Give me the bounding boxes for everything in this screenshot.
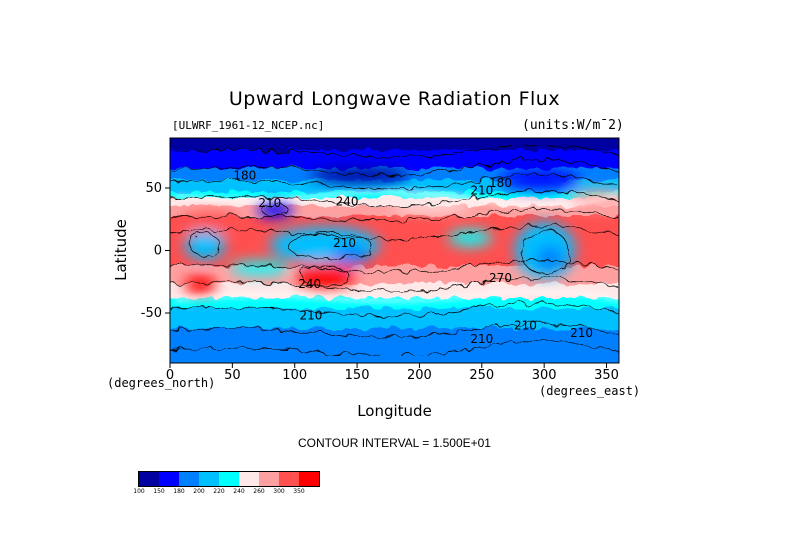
x-tick-label: 150 xyxy=(345,368,370,383)
colorbar xyxy=(138,471,320,487)
cold-region-siberia xyxy=(310,167,410,183)
contour-line-11 xyxy=(170,340,619,357)
colorbar-swatch xyxy=(139,472,159,486)
white-front-north xyxy=(174,189,619,208)
contour-ring-amazon xyxy=(520,229,570,275)
colorbar-tick-label: 100 xyxy=(133,488,145,495)
contour-value-label: 240 xyxy=(336,195,359,209)
contour-interval-text: CONTOUR INTERVAL = 1.500E+01 xyxy=(298,436,491,450)
cold-region-indian xyxy=(230,261,290,275)
colorbar-tick-label: 200 xyxy=(193,488,205,495)
contour-line-9 xyxy=(170,302,619,317)
contour-line-5 xyxy=(170,208,619,222)
contour-line-10 xyxy=(170,323,619,338)
cold-region-warmpool-core xyxy=(332,245,368,265)
x-axis-unit: (degrees_east) xyxy=(539,384,641,398)
cold-region-amazon-core xyxy=(536,246,564,270)
colorbar-swatch xyxy=(219,472,239,486)
contour-value-label: 210 xyxy=(470,332,493,346)
colorbar-tick-label: 180 xyxy=(173,488,185,495)
contour-ring-africa xyxy=(189,233,221,257)
colorbar-tick-label: 260 xyxy=(253,488,265,495)
contour-value-label: 240 xyxy=(298,277,321,291)
band-midlat-north-c xyxy=(170,192,619,200)
x-tick-label: 350 xyxy=(594,368,619,383)
contour-line-3 xyxy=(170,174,619,190)
colorbar-swatch xyxy=(259,472,279,486)
y-tick-label: -50 xyxy=(141,306,162,321)
contour-ring-australia xyxy=(300,265,350,287)
x-axis: 0 50 100 150 200 250 300 350 xyxy=(166,363,619,383)
contour-value-label: 180 xyxy=(233,168,256,182)
colorbar-swatch xyxy=(159,472,179,486)
band-midlat-south-a xyxy=(170,298,619,310)
y-axis-label: Latitude xyxy=(112,219,130,281)
contour-value-label: 210 xyxy=(470,183,493,197)
colorbar-swatch xyxy=(179,472,199,486)
colorbar-tick-label: 150 xyxy=(153,488,165,495)
contour-value-label: 270 xyxy=(489,271,512,285)
colorbar-swatch xyxy=(299,472,319,486)
band-polar-north xyxy=(170,138,619,152)
contour-value-label: 210 xyxy=(258,196,281,210)
x-tick-label: 250 xyxy=(469,368,494,383)
cold-region-africa xyxy=(185,230,225,260)
hot-region-sahara xyxy=(180,212,240,232)
x-tick-label: 200 xyxy=(407,368,432,383)
contour-value-label: 210 xyxy=(570,326,593,340)
contour-value-label: 210 xyxy=(333,236,356,250)
contour-line-6 xyxy=(170,225,619,240)
cold-region-northamerica xyxy=(500,170,580,190)
contour-line-4 xyxy=(170,190,619,206)
x-tick-label: 300 xyxy=(532,368,557,383)
dataset-label: [ULWRF_1961-12_NCEP.nc] xyxy=(172,119,325,132)
x-tick-label: 50 xyxy=(224,368,241,383)
colorbar-tick-label: 240 xyxy=(233,488,245,495)
band-midlat-south-b xyxy=(170,308,619,330)
hot-region-southafrica xyxy=(184,276,216,294)
x-tick-label: 100 xyxy=(282,368,307,383)
x-tick-label: 0 xyxy=(166,368,174,383)
white-front-south xyxy=(174,289,619,302)
y-axis-unit: (degrees_north) xyxy=(107,376,216,390)
contour-line-2 xyxy=(170,159,619,176)
contour-line-1 xyxy=(170,144,619,158)
y-tick-label: 0 xyxy=(154,244,162,259)
x-axis-label: Longitude xyxy=(357,402,432,420)
contour-line-7 xyxy=(170,260,619,273)
colorbar-tick-label: 350 xyxy=(293,488,305,495)
contour-ring-tibet xyxy=(261,203,289,217)
contour-value-label: 210 xyxy=(514,318,537,332)
colorbar-tick-label: 300 xyxy=(273,488,285,495)
y-tick-label: 50 xyxy=(145,181,162,196)
contour-value-label: 180 xyxy=(489,176,512,190)
chart-title: Upward Longwave Radiation Flux xyxy=(228,88,561,110)
y-axis: 50 0 -50 xyxy=(141,181,170,321)
colorbar-tick-label: 220 xyxy=(213,488,225,495)
colorbar-swatch xyxy=(279,472,299,486)
contour-line-8 xyxy=(170,277,619,292)
band-southern-ocean xyxy=(170,328,619,363)
units-label: (units:W/m¯2) xyxy=(522,118,624,133)
contour-ring-warmpool xyxy=(287,232,373,260)
colorbar-swatch xyxy=(199,472,219,486)
cold-region-pacific xyxy=(448,230,492,246)
colorbar-swatch xyxy=(239,472,259,486)
band-subpolar-north xyxy=(170,150,619,170)
contour-value-label: 210 xyxy=(299,308,322,322)
